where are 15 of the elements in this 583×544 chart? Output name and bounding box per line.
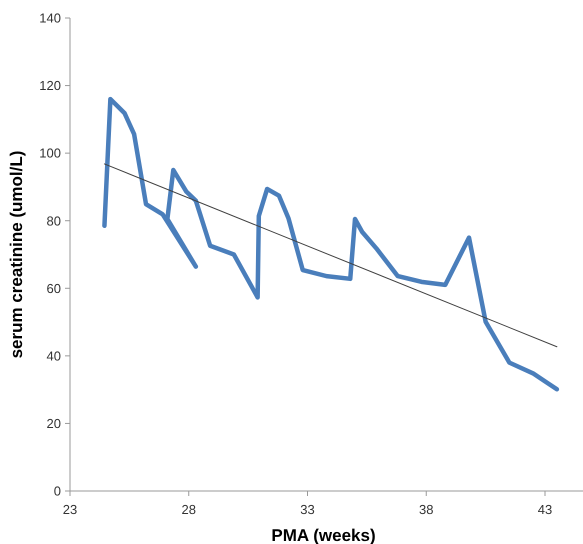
- y-axis-title: serum creatinine (umol/L): [7, 150, 26, 358]
- y-tick-label: 60: [46, 280, 61, 296]
- x-tick-label: 33: [300, 502, 315, 517]
- x-tick-label: 28: [182, 502, 196, 517]
- y-tick-label: 40: [46, 348, 61, 364]
- x-tick-label: 38: [419, 502, 434, 517]
- x-tick-label: 43: [538, 502, 552, 517]
- line-series: [102, 96, 560, 392]
- y-tick-label: 100: [39, 146, 61, 161]
- y-tick-label: 140: [39, 10, 61, 26]
- y-tick-label: 20: [46, 416, 61, 431]
- y-tick-label: 120: [39, 78, 61, 94]
- y-tick-label: 80: [46, 213, 61, 228]
- y-tick-label: 0: [54, 484, 61, 499]
- x-tick-label: 23: [62, 502, 78, 517]
